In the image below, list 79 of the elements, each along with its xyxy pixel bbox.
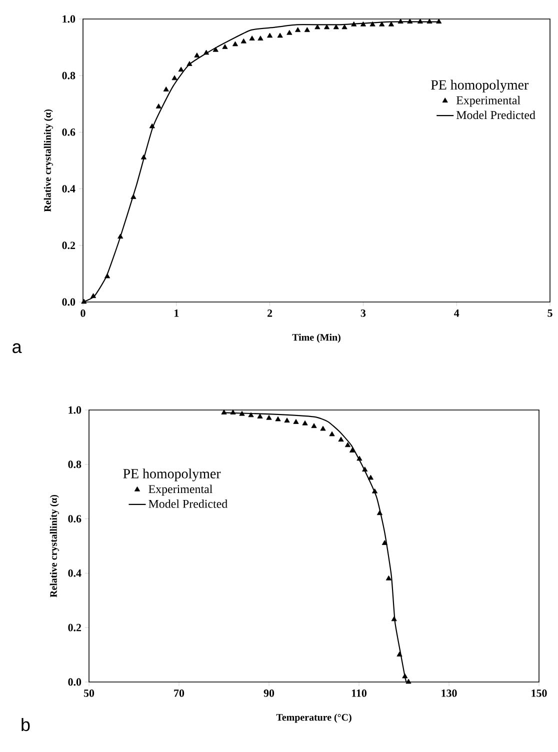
x-tick-label: 150 [532,690,547,697]
point [257,414,263,418]
point [304,27,310,32]
point [240,38,246,44]
point [232,41,238,46]
x-tick-label: 110 [352,690,367,697]
legend-label: Model Predicted [148,500,228,508]
x-tick-label: 70 [174,690,184,697]
point [286,30,292,35]
point [156,104,162,108]
y-tick-label: 0.8 [68,460,82,468]
point [239,410,245,416]
point [320,426,326,431]
y-tick-label: 0.4 [68,569,82,577]
point [248,412,254,418]
point [368,474,374,480]
point [258,36,264,40]
point [311,423,317,428]
x-tick-label: 1 [174,310,179,317]
point [329,431,335,436]
point [370,21,376,26]
y-axis-title: Relative crystallinity (α) [50,494,59,598]
point [356,456,362,461]
point [295,27,301,32]
point [379,21,385,26]
x-tick-label: 2 [268,310,272,317]
point [194,52,200,58]
point [349,448,356,452]
x-tick-label: 5 [548,310,552,317]
point [351,21,357,26]
x-tick-label: 50 [84,690,94,697]
y-tick-label: 0.6 [62,128,76,136]
point [302,420,308,426]
legend-title: PE homopolymer [431,80,529,92]
point [163,86,169,92]
y-axis-title: Relative crystallinity (α) [44,109,53,212]
point [266,414,272,420]
y-tick-label: 0.8 [62,72,76,80]
x-axis-title: Temperature (°C) [276,714,352,723]
legend-label: Experimental [148,484,212,496]
y-tick-label: 0.0 [68,678,82,686]
point [149,123,155,128]
x-tick-label: 4 [454,310,460,317]
point [221,410,227,414]
y-tick-label: 0.0 [62,298,76,306]
y-tick-label: 0.2 [68,624,82,632]
text: b [22,718,30,732]
text: a [12,343,22,354]
x-tick-label: 0 [80,310,86,317]
point [249,36,255,40]
x-tick-label: 130 [442,690,457,697]
x-tick-label: 3 [360,310,366,317]
point [172,75,178,80]
x-axis-title: Time (Min) [292,334,340,343]
point [178,66,184,72]
point [360,21,366,26]
y-tick-label: 0.6 [68,515,82,523]
point [81,298,87,304]
point [344,442,351,448]
legend-title: PE homopolymer [123,468,221,482]
point [222,44,228,49]
point [275,416,281,422]
point [212,46,218,52]
point [338,436,344,442]
point [284,418,290,423]
y-tick-label: 0.4 [62,185,76,193]
y-tick-label: 1.0 [62,15,76,23]
y-tick-label: 0.2 [62,242,76,250]
legend-label: Experimental [456,96,520,107]
point [267,32,273,38]
point [406,678,412,684]
legend-label: Model Predicted [456,110,536,120]
point [372,488,378,494]
point [386,575,392,580]
point [277,32,283,38]
y-tick-label: 1.0 [68,406,82,414]
point [382,540,388,545]
x-tick-label: 90 [264,690,274,697]
point [293,419,299,424]
